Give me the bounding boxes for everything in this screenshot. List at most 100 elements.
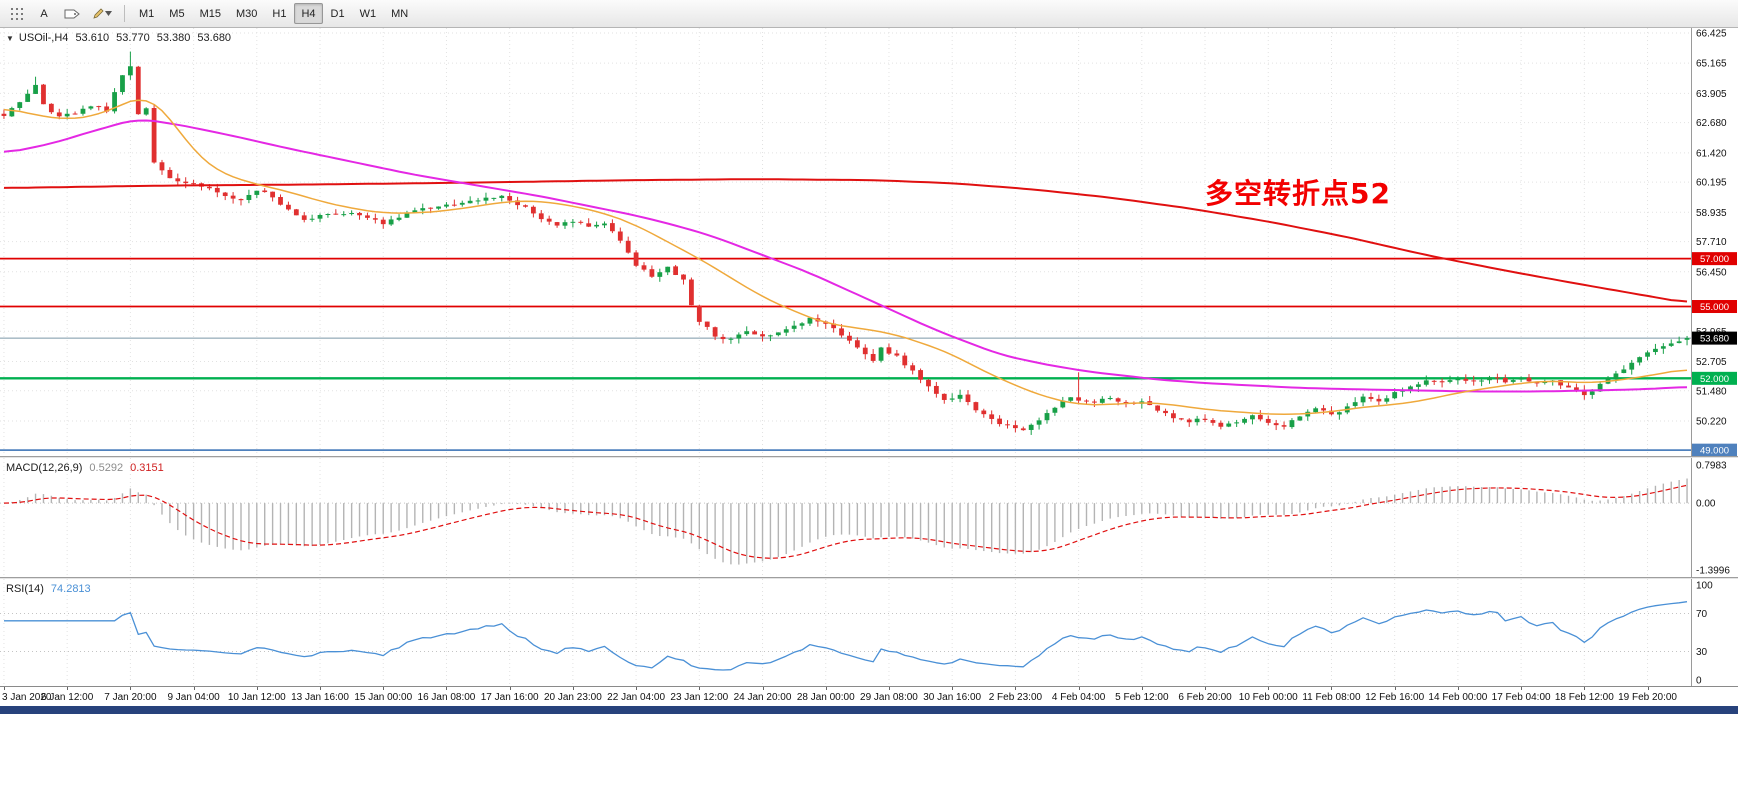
time-tick <box>256 687 258 690</box>
main-chart-canvas[interactable]: 66.425 65.165 63.905 62.680 61.420 60.195 58.9… <box>0 28 1738 456</box>
svg-text:56.450: 56.450 <box>1696 267 1727 278</box>
price-label-tool-button[interactable] <box>59 3 85 24</box>
time-axis-label: 28 Jan 00:00 <box>796 692 855 703</box>
time-tick <box>1394 687 1396 690</box>
candles-layer <box>1 51 1690 435</box>
chart-symbol-period: USOil-,H4 <box>18 32 69 44</box>
svg-text:58.935: 58.935 <box>1696 208 1727 219</box>
time-tick <box>952 687 954 690</box>
time-axis-label: 2 Feb 23:00 <box>988 692 1043 703</box>
draw-tool-button[interactable] <box>87 3 117 24</box>
time-axis[interactable]: 3 Jan 2020 6 Jan 12:00 7 Jan 20:00 9 Jan 04… <box>0 686 1738 706</box>
timeframe-button-h1[interactable]: H1 <box>272 7 287 20</box>
time-tick <box>825 687 827 690</box>
macd-panel[interactable]: 0.7983 0.00 -1.3996 MACD(12,26,9) 0.5292 0… <box>0 458 1738 577</box>
time-tick <box>193 687 195 690</box>
svg-text:61.420: 61.420 <box>1696 148 1727 159</box>
time-tick <box>446 687 448 690</box>
timeframe-group: M1 M5 M15 M30 H1 H4 D1 W1 MN <box>132 3 415 24</box>
svg-text:-1.3996: -1.3996 <box>1696 566 1730 577</box>
rsi-value: 74.2813 <box>50 583 91 595</box>
time-tick <box>888 687 890 690</box>
macd-canvas[interactable]: 0.7983 0.00 -1.3996 <box>0 458 1738 577</box>
svg-text:52.705: 52.705 <box>1696 357 1727 368</box>
svg-text:66.425: 66.425 <box>1696 29 1727 40</box>
time-axis-label: 16 Jan 08:00 <box>417 692 476 703</box>
chevron-down-icon <box>105 11 112 16</box>
timeframe-button-m5[interactable]: M5 <box>169 7 185 20</box>
time-axis-label: 9 Jan 04:00 <box>167 692 220 703</box>
symbol-dropdown-icon[interactable]: ▼ <box>6 33 14 43</box>
horizontal-scrollbar[interactable] <box>0 706 1738 714</box>
drag-grid-glyph <box>11 7 23 20</box>
time-axis-label: 10 Feb 00:00 <box>1238 692 1298 703</box>
time-axis-label: 11 Feb 08:00 <box>1302 692 1361 703</box>
pencil-icon <box>93 8 104 19</box>
time-axis-label: 13 Jan 16:00 <box>291 692 349 703</box>
drag-grid-icon[interactable] <box>5 3 29 24</box>
rsi-panel[interactable]: 100 70 30 0 RSI(14) 74.2813 <box>0 579 1738 686</box>
svg-text:51.480: 51.480 <box>1696 386 1727 397</box>
time-axis-label: 15 Jan 00:00 <box>354 692 413 703</box>
svg-text:60.195: 60.195 <box>1696 178 1727 189</box>
svg-text:53.680: 53.680 <box>1700 334 1729 345</box>
svg-text:0.7983: 0.7983 <box>1696 461 1727 472</box>
chart-annotation-text: 多空转折点52 <box>1205 177 1391 210</box>
rsi-header: RSI(14) 74.2813 <box>6 583 91 595</box>
main-chart-panel[interactable]: 66.425 65.165 63.905 62.680 61.420 60.195 58.9… <box>0 28 1738 456</box>
time-tick <box>3 687 5 690</box>
timeframe-button-m30[interactable]: M30 <box>235 7 258 20</box>
time-tick <box>1584 687 1586 690</box>
time-tick <box>320 687 322 690</box>
timeframe-button-d1[interactable]: D1 <box>330 7 345 20</box>
macd-main-value: 0.5292 <box>89 462 124 474</box>
time-tick <box>67 687 69 690</box>
time-axis-label: 6 Jan 12:00 <box>41 692 94 703</box>
svg-text:50.220: 50.220 <box>1696 416 1727 427</box>
ohlc-open: 53.610 <box>75 32 110 44</box>
timeframe-button-m1[interactable]: M1 <box>139 7 155 20</box>
time-tick <box>636 687 638 690</box>
macd-header: MACD(12,26,9) 0.5292 0.3151 <box>6 462 164 474</box>
time-tick <box>1268 687 1270 690</box>
svg-text:0.00: 0.00 <box>1696 499 1716 510</box>
panel-splitter[interactable] <box>0 577 1738 579</box>
time-axis-label: 7 Jan 20:00 <box>104 692 157 703</box>
time-axis-label: 6 Feb 20:00 <box>1178 692 1232 703</box>
rsi-label: RSI(14) <box>6 583 44 595</box>
time-axis-label: 30 Jan 16:00 <box>923 692 982 703</box>
toolbar-separator <box>124 5 125 22</box>
time-axis-label: 23 Jan 12:00 <box>670 692 729 703</box>
svg-text:65.165: 65.165 <box>1696 59 1727 70</box>
panel-splitter[interactable] <box>0 456 1738 458</box>
rsi-canvas[interactable]: 100 70 30 0 <box>0 579 1738 686</box>
svg-text:49.000: 49.000 <box>1700 446 1729 456</box>
time-tick <box>1015 687 1017 690</box>
time-axis-label: 22 Jan 04:00 <box>607 692 665 703</box>
time-axis-label: 14 Feb 00:00 <box>1428 692 1488 703</box>
ohlc-low: 53.380 <box>156 32 191 44</box>
time-tick <box>1141 687 1143 690</box>
timeframe-button-w1[interactable]: W1 <box>359 7 377 20</box>
time-tick <box>1647 687 1649 690</box>
time-axis-label: 20 Jan 23:00 <box>543 692 602 703</box>
timeframe-button-h4[interactable]: H4 <box>294 3 323 24</box>
time-tick <box>383 687 385 690</box>
ohlc-close: 53.680 <box>197 32 232 44</box>
time-axis-label: 24 Jan 20:00 <box>733 692 792 703</box>
time-tick <box>699 687 701 690</box>
svg-text:100: 100 <box>1696 581 1713 592</box>
price-level-badge: 55.000 <box>1692 300 1737 314</box>
svg-text:62.680: 62.680 <box>1696 118 1727 129</box>
price-level-badge: 57.000 <box>1692 252 1737 266</box>
timeframe-button-mn[interactable]: MN <box>391 7 409 20</box>
timeframe-button-m15[interactable]: M15 <box>199 7 221 20</box>
svg-text:30: 30 <box>1696 647 1708 658</box>
time-axis-label: 5 Feb 12:00 <box>1115 692 1169 703</box>
price-level-badge: 49.000 <box>1692 443 1737 456</box>
time-axis-label: 17 Feb 04:00 <box>1491 692 1551 703</box>
svg-text:63.905: 63.905 <box>1696 89 1727 100</box>
svg-text:0: 0 <box>1696 676 1702 687</box>
text-tool-button[interactable]: A <box>40 7 48 20</box>
